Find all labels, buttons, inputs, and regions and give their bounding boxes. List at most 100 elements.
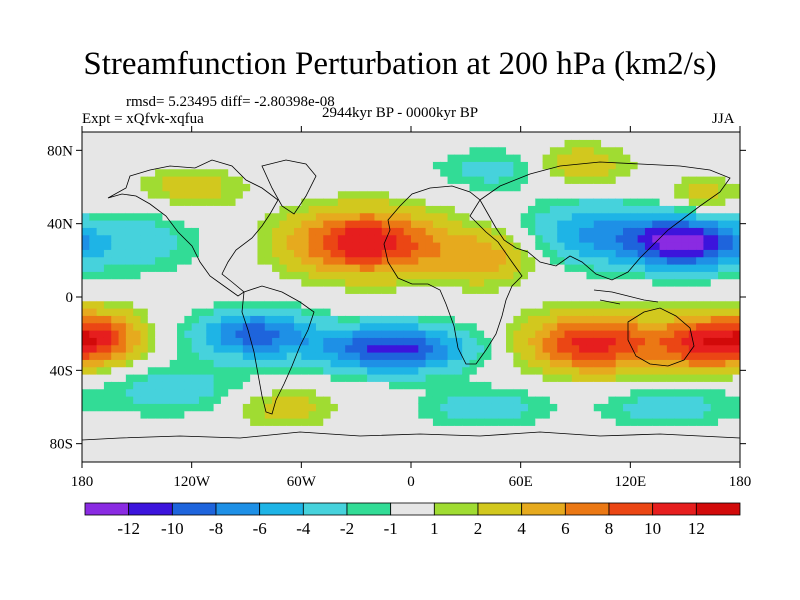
field-cell <box>294 440 302 448</box>
field-cell <box>688 183 697 192</box>
field-cell <box>169 344 178 353</box>
field-cell <box>89 220 98 228</box>
field-cell <box>703 388 712 397</box>
field-cell <box>710 256 719 265</box>
field-cell <box>703 366 712 375</box>
field-cell <box>432 410 441 419</box>
field-cell <box>425 432 434 441</box>
field-cell <box>381 278 390 287</box>
field-cell <box>125 205 134 214</box>
field-cell <box>264 286 273 294</box>
field-cell <box>652 146 661 155</box>
field-cell <box>89 198 98 206</box>
field-cell <box>96 454 105 462</box>
field-cell <box>637 344 646 353</box>
field-cell <box>681 264 690 272</box>
chart-title: Streamfunction Perturbation at 200 hPa (… <box>83 46 717 82</box>
field-cell <box>571 212 580 221</box>
field-cell <box>659 190 668 199</box>
field-cell <box>147 454 156 462</box>
field-cell <box>462 205 471 214</box>
field-cell <box>527 352 536 360</box>
field-cell <box>213 264 222 272</box>
field-cell <box>286 359 295 368</box>
field-cell <box>557 234 566 243</box>
field-cell <box>535 176 544 184</box>
field-cell <box>206 271 215 280</box>
field-cell <box>411 344 419 353</box>
field-cell <box>213 205 222 214</box>
field-cell <box>272 234 280 243</box>
field-cell <box>535 242 544 250</box>
field-cell <box>586 190 595 199</box>
field-cell <box>162 249 171 258</box>
field-cell <box>418 249 427 258</box>
field-cell <box>184 366 193 375</box>
field-cell <box>301 168 310 177</box>
field-cell <box>242 212 251 221</box>
field-cell <box>630 374 639 382</box>
field-cell <box>425 234 434 243</box>
field-cell <box>542 388 551 397</box>
field-cell <box>630 132 639 140</box>
field-cell <box>688 249 697 258</box>
field-cell <box>308 198 317 206</box>
field-cell <box>527 212 536 221</box>
field-cell <box>279 190 288 199</box>
field-cell <box>140 381 149 390</box>
field-cell <box>535 264 544 272</box>
field-cell <box>608 322 617 331</box>
field-cell <box>235 161 244 170</box>
field-cell <box>294 190 302 199</box>
field-cell <box>601 359 609 368</box>
field-cell <box>250 374 259 382</box>
field-cell <box>169 388 178 397</box>
colorbar-label: 4 <box>517 519 526 538</box>
field-cell <box>147 132 156 140</box>
field-cell <box>213 161 222 170</box>
field-cell <box>389 146 397 155</box>
field-cell <box>330 249 339 258</box>
field-cell <box>527 425 536 434</box>
field-cell <box>462 146 471 155</box>
field-cell <box>506 190 514 199</box>
field-cell <box>177 447 185 456</box>
field-cell <box>323 447 332 456</box>
field-cell <box>191 418 200 426</box>
field-cell <box>725 278 734 287</box>
field-cell <box>637 330 646 338</box>
field-cell <box>169 374 178 382</box>
field-cell <box>228 366 237 375</box>
field-cell <box>272 176 280 184</box>
field-cell <box>710 308 719 316</box>
field-cell <box>147 176 156 184</box>
field-cell <box>125 227 134 236</box>
field-cell <box>381 425 390 434</box>
field-cell <box>513 330 522 338</box>
field-cell <box>301 352 310 360</box>
field-cell <box>418 176 427 184</box>
field-cell <box>345 315 354 324</box>
field-cell <box>155 183 164 192</box>
field-cell <box>301 403 310 412</box>
field-cell <box>82 249 90 258</box>
field-cell <box>535 308 544 316</box>
field-cell <box>571 396 580 404</box>
field-cell <box>352 425 361 434</box>
field-cell <box>264 447 273 456</box>
field-cell <box>111 286 120 294</box>
field-cell <box>272 132 280 140</box>
field-cell <box>484 410 493 419</box>
field-cell <box>133 396 142 404</box>
field-cell <box>337 293 346 302</box>
field-cell <box>696 154 705 162</box>
field-cell <box>228 212 237 221</box>
field-cell <box>96 418 105 426</box>
field-cell <box>213 300 222 309</box>
field-cell <box>615 168 624 177</box>
field-cell <box>608 396 617 404</box>
field-cell <box>506 234 514 243</box>
field-cell <box>389 454 397 462</box>
field-cell <box>315 242 324 250</box>
